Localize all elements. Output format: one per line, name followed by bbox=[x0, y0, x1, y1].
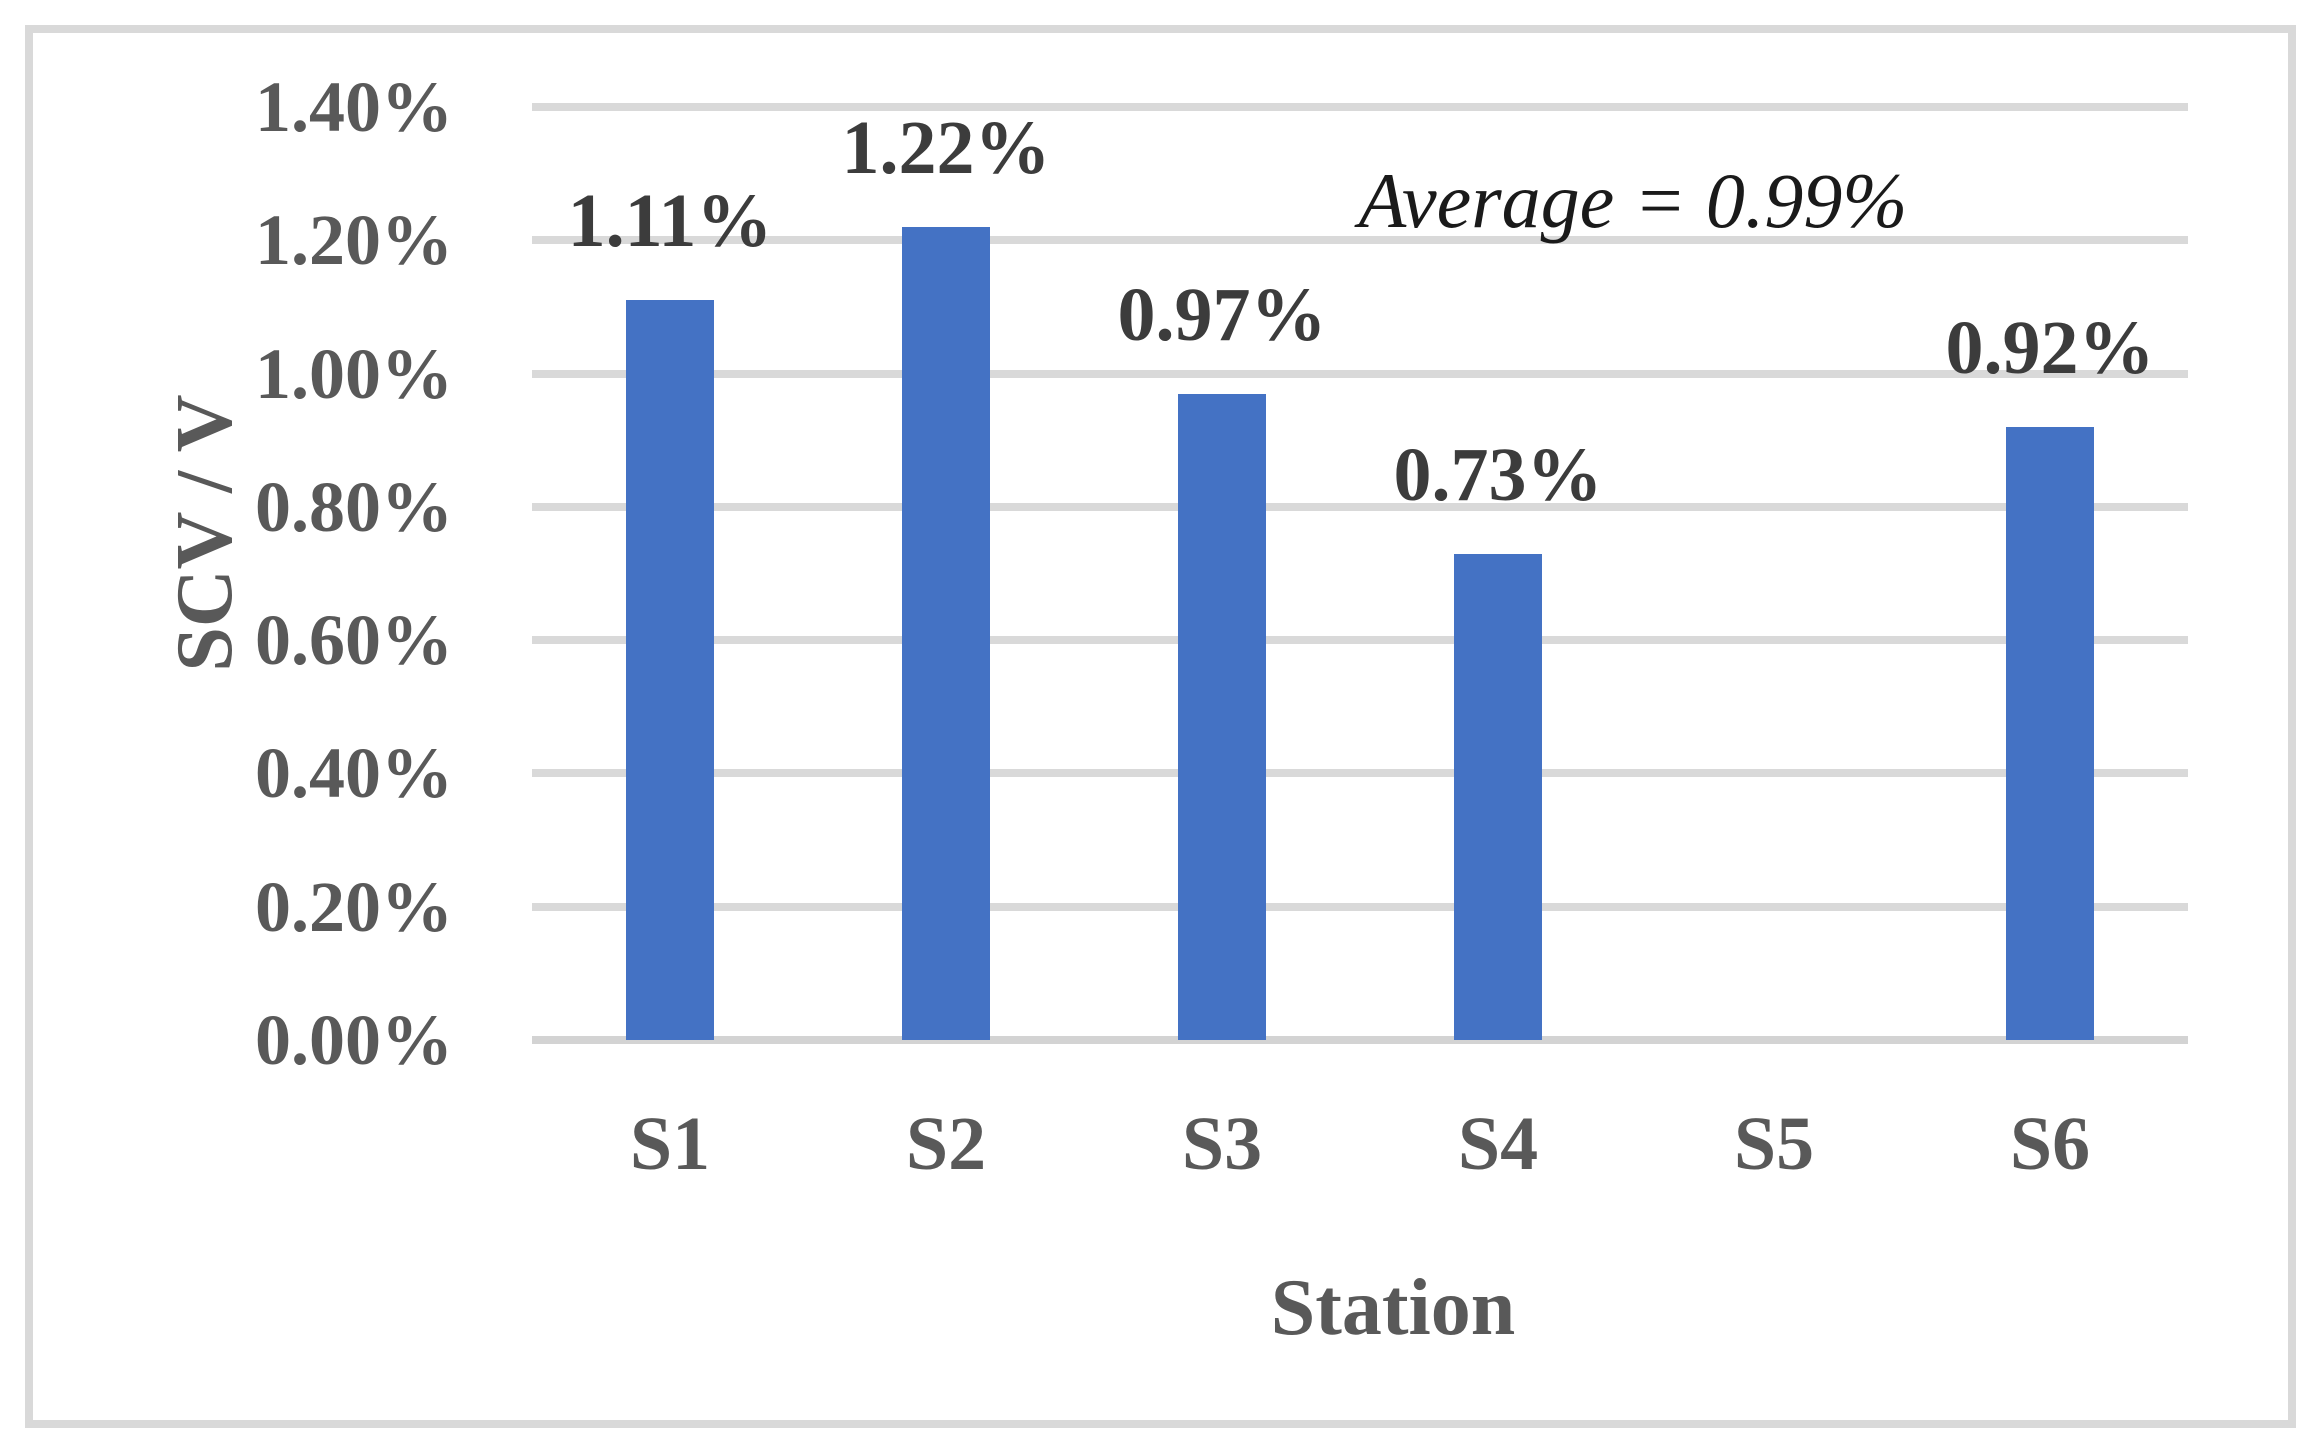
y-axis-title: SCV / V bbox=[161, 394, 249, 672]
data-label-s6: 0.92% bbox=[1945, 305, 2155, 390]
y-tick-label: 1.20% bbox=[255, 200, 453, 281]
y-tick-label: 0.40% bbox=[255, 733, 453, 814]
x-tick-label-s1: S1 bbox=[629, 1102, 711, 1186]
bar-s2 bbox=[902, 226, 990, 1040]
data-label-s3: 0.97% bbox=[1117, 272, 1327, 357]
x-tick-label-s6: S6 bbox=[2009, 1102, 2091, 1186]
data-label-s4: 0.73% bbox=[1393, 432, 1603, 517]
y-tick-label: 1.40% bbox=[255, 67, 453, 147]
gridline bbox=[532, 236, 2188, 245]
x-tick-label-s3: S3 bbox=[1181, 1102, 1263, 1186]
x-tick-label-s5: S5 bbox=[1733, 1102, 1815, 1186]
gridline bbox=[532, 769, 2188, 778]
gridline bbox=[532, 103, 2188, 111]
plot-area: 1.11% 1.22% 0.97% 0.73% 0.92% bbox=[532, 103, 2188, 1044]
y-tick-label: 0.80% bbox=[255, 466, 453, 547]
y-tick-label: 0.00% bbox=[255, 1000, 453, 1080]
bar-s1 bbox=[626, 300, 714, 1040]
bar-s3 bbox=[1178, 393, 1266, 1040]
gridline bbox=[532, 502, 2188, 511]
data-label-s1: 1.11% bbox=[567, 179, 773, 264]
bar-s6 bbox=[2006, 426, 2094, 1040]
x-axis-line bbox=[532, 1036, 2188, 1044]
bar-s4 bbox=[1454, 553, 1542, 1040]
gridline bbox=[532, 902, 2188, 911]
x-tick-label-s4: S4 bbox=[1457, 1102, 1539, 1186]
chart-frame: 1.11% 1.22% 0.97% 0.73% 0.92% 0.00% 0.20% 0.40… bbox=[25, 25, 2296, 1428]
gridline bbox=[532, 369, 2188, 378]
average-annotation: Average = 0.99% bbox=[1358, 157, 1908, 244]
y-tick-label: 0.20% bbox=[255, 866, 453, 947]
y-tick-label: 0.60% bbox=[255, 600, 453, 681]
x-axis-title: Station bbox=[1270, 1264, 1516, 1352]
y-tick-label: 1.00% bbox=[255, 333, 453, 414]
x-tick-label-s2: S2 bbox=[905, 1102, 987, 1186]
data-label-s2: 1.22% bbox=[841, 105, 1051, 190]
gridline bbox=[532, 636, 2188, 645]
